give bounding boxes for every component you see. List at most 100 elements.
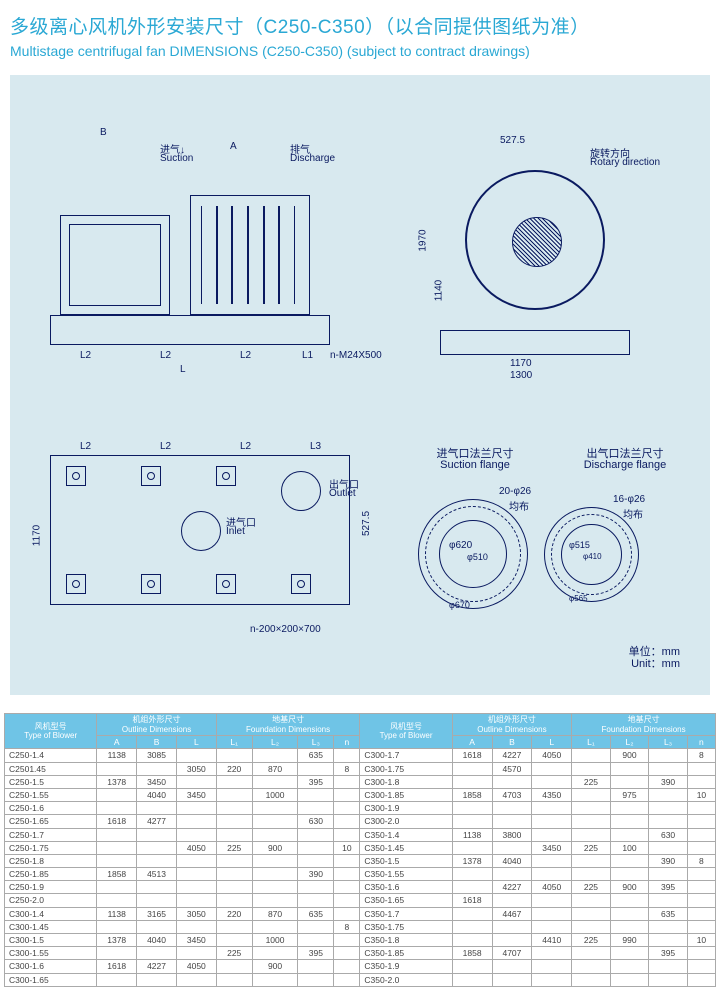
dim-L2b: L2 [160,350,171,361]
col-header: n [687,736,715,749]
cell [452,934,492,947]
cell [298,802,334,815]
cell [97,854,137,867]
cell [334,960,360,973]
cell [216,973,252,986]
cell [687,868,715,881]
cell [216,881,252,894]
sflange-d2: φ510 [467,552,488,562]
cell [176,881,216,894]
cell [252,947,298,960]
cell [298,828,334,841]
cell [252,881,298,894]
cell [176,854,216,867]
dimensions-table: 风机型号Type of Blower 机组外形尺寸Outline Dimensi… [4,713,716,987]
cell [610,973,649,986]
cell: 3050 [176,907,216,920]
dflange-d2: φ410 [583,552,602,561]
cell: C250-2.0 [5,894,97,907]
cell [252,828,298,841]
table-row: C300-1.51378404034501000C350-1.844102259… [5,934,716,947]
cell [137,841,177,854]
hdr-found-en2: Foundation Dimensions [602,725,686,734]
cell [252,868,298,881]
cell: 635 [298,749,334,762]
cell [452,920,492,933]
cell [216,868,252,881]
col-header: L [532,736,572,749]
table-row: C250-1.6C300-1.9 [5,802,716,815]
cell: 3800 [492,828,532,841]
cell [176,775,216,788]
cell: 4227 [492,881,532,894]
cell [452,907,492,920]
hdr-model-cn: 风机型号 [35,722,67,731]
cell [176,920,216,933]
cell: 225 [572,841,611,854]
cell: 225 [572,775,611,788]
cell [452,881,492,894]
cell: 1138 [97,907,137,920]
cell: 635 [649,907,688,920]
col-header: L₃ [298,736,334,749]
cell: C350-1.8 [360,934,452,947]
cell: C350-1.55 [360,868,452,881]
cell [216,960,252,973]
cell [610,960,649,973]
cell [532,973,572,986]
cell [610,775,649,788]
cell: 630 [298,815,334,828]
cell: 390 [649,775,688,788]
table-row: C250-1.8518584513390C350-1.55 [5,868,716,881]
dflange-even: 均布 [623,506,643,521]
dim-L1: L1 [302,350,313,361]
dim-5275b: 527.5 [361,511,372,536]
cell [452,802,492,815]
cell [137,802,177,815]
cell [176,947,216,960]
sflange-holes: 20-φ26 [499,486,531,497]
cell [97,881,137,894]
cell: 4467 [492,907,532,920]
cell [252,920,298,933]
cell [610,907,649,920]
cell [532,907,572,920]
cell [649,749,688,762]
cell [216,802,252,815]
cell: C250-1.65 [5,815,97,828]
table-row: C250-1.8C350-1.5137840403908 [5,854,716,867]
cell [532,854,572,867]
cell [649,894,688,907]
cell [334,775,360,788]
cell: 4277 [137,815,177,828]
cell [452,815,492,828]
cell: 1378 [97,934,137,947]
cell: 4227 [492,749,532,762]
hdr-outline-en1: Outline Dimensions [122,725,191,734]
cell [452,973,492,986]
cell [252,775,298,788]
cell [649,973,688,986]
dflange-d1: φ515 [569,540,590,550]
cell [492,894,532,907]
col-header: B [137,736,177,749]
cell: 990 [610,934,649,947]
cell [687,960,715,973]
cell [216,828,252,841]
cell: 900 [610,881,649,894]
cell [610,828,649,841]
cell [572,973,611,986]
cell [687,841,715,854]
cell: C250-1.6 [5,802,97,815]
cell [452,762,492,775]
table-row: C250-1.55404034501000C300-1.851858470343… [5,788,716,801]
table-row: C250-1.513783450395C300-1.8225390 [5,775,716,788]
cell [492,934,532,947]
col-header: n [334,736,360,749]
cell: 1138 [97,749,137,762]
cell: C350-2.0 [360,973,452,986]
cell: 225 [216,947,252,960]
table-row: C250-1.411383085635C300-1.71618422740509… [5,749,716,762]
cell [216,920,252,933]
cell [216,934,252,947]
